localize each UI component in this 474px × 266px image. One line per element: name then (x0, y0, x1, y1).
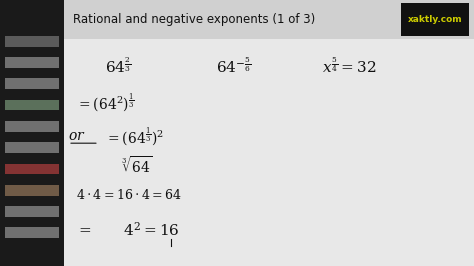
Bar (5, 164, 59, 174)
Text: $= \quad\quad 4^{2} = 16$: $= \quad\quad 4^{2} = 16$ (76, 221, 180, 239)
Bar (0, 0, 64, 266)
Bar (5, 185, 59, 196)
Bar (5, 206, 59, 217)
Bar (5, 36, 59, 47)
Text: $64^{\frac{2}{3}}$: $64^{\frac{2}{3}}$ (105, 56, 131, 76)
Text: $\mathit{or}$: $\mathit{or}$ (68, 129, 86, 143)
Text: $= (64^{2})^{\frac{1}{3}}$: $= (64^{2})^{\frac{1}{3}}$ (76, 91, 135, 114)
Bar (5, 100, 59, 110)
Bar (64, 0, 474, 266)
Text: $4 \cdot 4 = 16 \cdot 4 = 64$: $4 \cdot 4 = 16 \cdot 4 = 64$ (76, 189, 182, 202)
Bar (5, 227, 59, 238)
Bar (401, 3, 469, 36)
Text: Rational and negative exponents (1 of 3): Rational and negative exponents (1 of 3) (73, 13, 316, 26)
Text: $= (64^{\frac{1}{3}})^{2}$: $= (64^{\frac{1}{3}})^{2}$ (105, 125, 164, 148)
Bar (5, 78, 59, 89)
Text: $\sqrt[3]{64}$: $\sqrt[3]{64}$ (121, 156, 153, 176)
Bar (5, 57, 59, 68)
Text: $64^{-\frac{5}{6}}$: $64^{-\frac{5}{6}}$ (216, 56, 251, 76)
Bar (5, 121, 59, 132)
Text: $x^{\frac{5}{4}} = 32$: $x^{\frac{5}{4}} = 32$ (322, 56, 376, 76)
Bar (5, 142, 59, 153)
Bar (64, 0, 474, 39)
Text: xaktly.com: xaktly.com (408, 15, 462, 24)
